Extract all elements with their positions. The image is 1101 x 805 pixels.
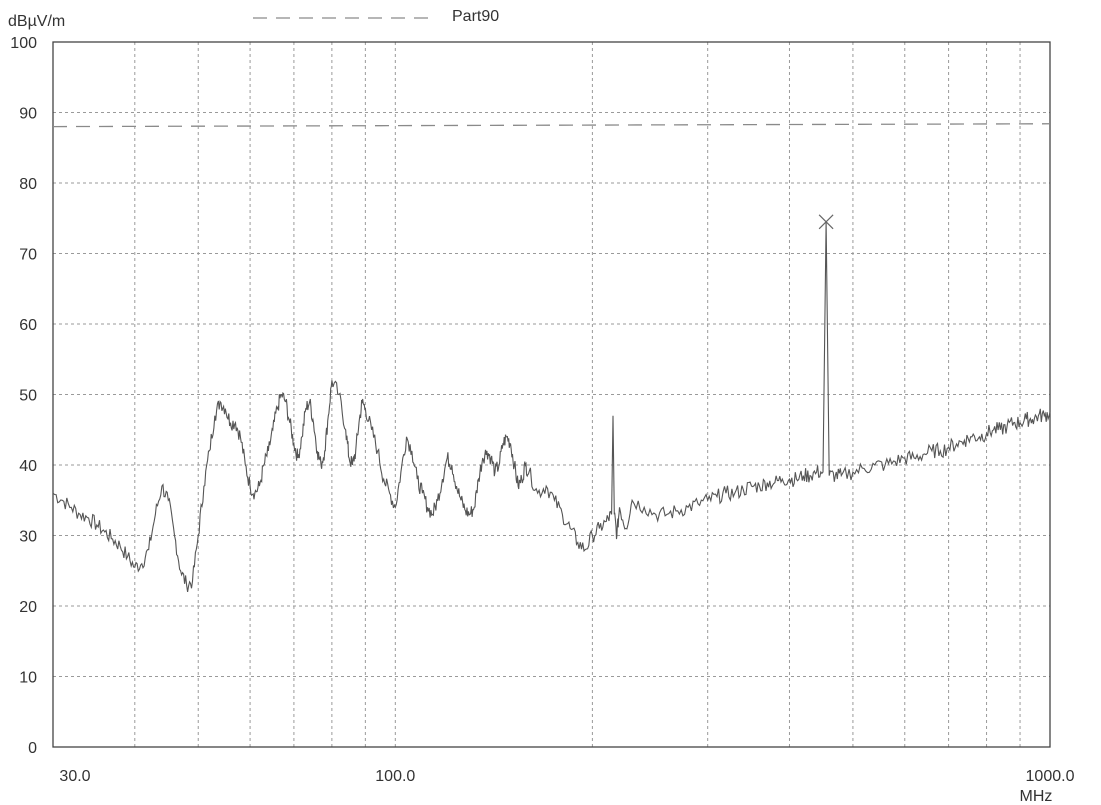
x-tick-labels: 30.0 100.0 1000.0 [59, 768, 1074, 785]
y-tick-label-40: 40 [19, 458, 37, 475]
y-tick-label-80: 80 [19, 176, 37, 193]
marker-layer [818, 214, 834, 230]
x-axis-label: MHz [1020, 788, 1053, 805]
y-tick-label-20: 20 [19, 599, 37, 616]
limit-layer [52, 123, 1051, 128]
y-tick-label-10: 10 [19, 670, 37, 687]
y-tick-label-90: 90 [19, 106, 37, 123]
measurement-trace [52, 221, 1051, 592]
peak-marker-0 [818, 214, 834, 230]
y-tick-label-30: 30 [19, 529, 37, 546]
x-tick-label-100: 100.0 [375, 768, 415, 785]
limit-line-part90 [52, 123, 1051, 128]
grid [53, 42, 1050, 747]
y-tick-label-0: 0 [28, 740, 37, 757]
y-tick-label-100: 100 [10, 35, 37, 52]
x-tick-label-30: 30.0 [59, 768, 90, 785]
y-tick-label-50: 50 [19, 388, 37, 405]
trace-layer [52, 221, 1051, 592]
y-tick-label-60: 60 [19, 317, 37, 334]
legend-label-part90: Part90 [452, 8, 499, 25]
y-tick-labels: 0 10 20 30 40 50 60 70 80 90 100 [10, 35, 37, 757]
y-axis-label: dBµV/m [8, 13, 65, 30]
plot-frame [52, 41, 1051, 748]
x-tick-label-1000: 1000.0 [1026, 768, 1075, 785]
y-tick-label-70: 70 [19, 247, 37, 264]
